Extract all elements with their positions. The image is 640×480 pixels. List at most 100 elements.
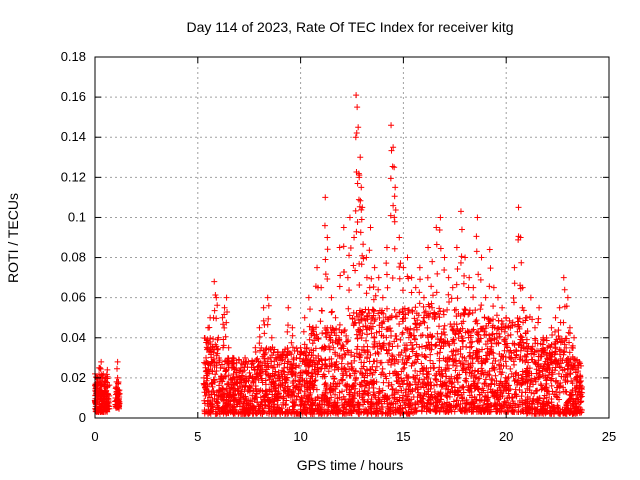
data-point bbox=[504, 404, 511, 411]
data-point bbox=[464, 328, 471, 335]
data-point bbox=[541, 395, 548, 402]
data-point bbox=[421, 353, 428, 360]
data-point bbox=[413, 408, 420, 415]
data-point bbox=[475, 358, 482, 365]
data-point bbox=[246, 369, 253, 376]
data-point bbox=[473, 405, 480, 412]
data-point bbox=[369, 379, 376, 386]
data-point bbox=[568, 377, 575, 384]
data-point bbox=[217, 364, 224, 371]
data-point bbox=[502, 341, 509, 348]
data-point bbox=[547, 407, 554, 414]
data-point bbox=[265, 355, 272, 362]
data-point bbox=[400, 264, 407, 271]
data-point bbox=[502, 358, 509, 365]
data-point bbox=[303, 344, 310, 351]
data-point bbox=[475, 271, 482, 278]
data-point bbox=[416, 322, 423, 329]
data-point bbox=[493, 312, 500, 319]
y-tick-label: 0.02 bbox=[61, 370, 86, 385]
data-point bbox=[269, 364, 276, 371]
data-point bbox=[233, 408, 240, 415]
data-point bbox=[378, 346, 385, 353]
data-point bbox=[516, 324, 523, 331]
data-point bbox=[354, 335, 361, 342]
data-point bbox=[453, 306, 460, 313]
data-point bbox=[446, 365, 453, 372]
data-point bbox=[324, 246, 331, 253]
data-point bbox=[299, 376, 306, 383]
data-point bbox=[380, 310, 387, 317]
data-point bbox=[480, 371, 487, 378]
data-point bbox=[369, 400, 376, 407]
data-point bbox=[277, 381, 284, 388]
data-point bbox=[370, 283, 377, 290]
data-point bbox=[362, 406, 369, 413]
data-point bbox=[416, 376, 423, 383]
data-point bbox=[212, 292, 219, 299]
data-point bbox=[448, 295, 455, 302]
data-point bbox=[434, 270, 441, 277]
data-point bbox=[337, 272, 344, 279]
data-point bbox=[328, 294, 335, 301]
data-point bbox=[557, 355, 564, 362]
data-point bbox=[298, 369, 305, 376]
data-point bbox=[258, 344, 265, 351]
data-point bbox=[507, 354, 514, 361]
data-point bbox=[409, 388, 416, 395]
data-point bbox=[438, 343, 445, 350]
data-point bbox=[327, 336, 334, 343]
data-point bbox=[218, 375, 225, 382]
data-point bbox=[543, 337, 550, 344]
data-point bbox=[517, 353, 524, 360]
data-point bbox=[345, 349, 352, 356]
data-point bbox=[555, 370, 562, 377]
data-point bbox=[332, 385, 339, 392]
data-point bbox=[259, 388, 266, 395]
y-tick-label: 0.18 bbox=[61, 49, 86, 64]
data-point bbox=[460, 280, 467, 287]
data-point bbox=[370, 307, 377, 314]
data-point bbox=[230, 370, 237, 377]
data-point bbox=[321, 397, 328, 404]
data-point bbox=[115, 395, 122, 402]
data-point bbox=[515, 377, 522, 384]
data-point bbox=[461, 272, 468, 279]
data-point bbox=[306, 323, 313, 330]
data-point bbox=[259, 379, 266, 386]
data-point bbox=[308, 331, 315, 338]
data-point bbox=[490, 390, 497, 397]
data-point bbox=[396, 264, 403, 271]
data-point bbox=[225, 381, 232, 388]
data-point bbox=[564, 400, 571, 407]
data-point bbox=[283, 352, 290, 359]
data-point bbox=[507, 331, 514, 338]
data-point bbox=[524, 406, 531, 413]
data-point bbox=[444, 361, 451, 368]
data-point bbox=[501, 347, 508, 354]
data-point bbox=[481, 381, 488, 388]
data-point bbox=[359, 204, 366, 211]
data-point bbox=[216, 354, 223, 361]
data-point bbox=[408, 274, 415, 281]
data-point bbox=[241, 398, 248, 405]
data-point bbox=[379, 387, 386, 394]
data-point bbox=[449, 284, 456, 291]
data-point bbox=[457, 350, 464, 357]
data-point bbox=[285, 304, 292, 311]
x-tick-label: 20 bbox=[499, 429, 513, 444]
data-point bbox=[224, 391, 231, 398]
data-point bbox=[407, 325, 414, 332]
data-point bbox=[422, 308, 429, 315]
data-point bbox=[306, 362, 313, 369]
data-point bbox=[445, 340, 452, 347]
data-point bbox=[532, 388, 539, 395]
data-point bbox=[344, 361, 351, 368]
data-point bbox=[421, 376, 428, 383]
data-point bbox=[312, 370, 319, 377]
data-point bbox=[428, 382, 435, 389]
data-point bbox=[453, 357, 460, 364]
data-point bbox=[562, 410, 569, 417]
data-point bbox=[371, 318, 378, 325]
data-point bbox=[543, 377, 550, 384]
